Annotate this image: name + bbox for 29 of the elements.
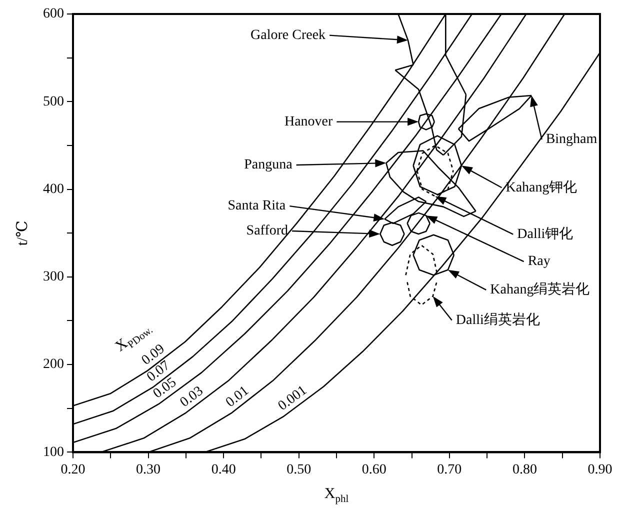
- annotation: Galore Creek: [250, 28, 326, 43]
- annotation: Bingham: [546, 132, 598, 148]
- x-tick-label: 0.40: [211, 462, 236, 478]
- annotation: Safford: [246, 224, 288, 239]
- text: 0.01: [223, 384, 252, 410]
- x-tick-label: 0.20: [60, 462, 86, 478]
- annotation: Dalli钾化: [517, 226, 574, 242]
- annotation: Ray: [528, 254, 550, 270]
- y-tick-label: 600: [43, 6, 64, 22]
- annotation: Hanover: [284, 114, 333, 130]
- y-tick-label: 500: [43, 94, 64, 110]
- annotation: Kahang绢英岩化: [490, 282, 590, 298]
- x-tick-label: 0.80: [512, 462, 537, 478]
- text: 0.001: [276, 383, 310, 414]
- x-tick-label: 0.90: [588, 462, 612, 478]
- x-tick-label: 0.60: [362, 462, 386, 478]
- annotation: Kahang钾化: [506, 179, 578, 196]
- y-tick-label: 400: [43, 182, 64, 197]
- annotation: Panguna: [244, 158, 294, 173]
- x-tick-label: 0.30: [136, 462, 161, 478]
- y-axis-title: t/℃: [14, 220, 31, 246]
- x-tick-label: 0.50: [286, 462, 312, 478]
- annotation: Dalli绢英岩化: [456, 312, 540, 328]
- y-tick-label: 300: [43, 270, 64, 285]
- y-tick-label: 200: [43, 357, 64, 372]
- text: 0.03: [178, 384, 206, 410]
- annotation: Santa Rita: [228, 198, 286, 214]
- y-tick-label: 100: [43, 444, 64, 460]
- x-tick-label: 0.70: [437, 462, 462, 478]
